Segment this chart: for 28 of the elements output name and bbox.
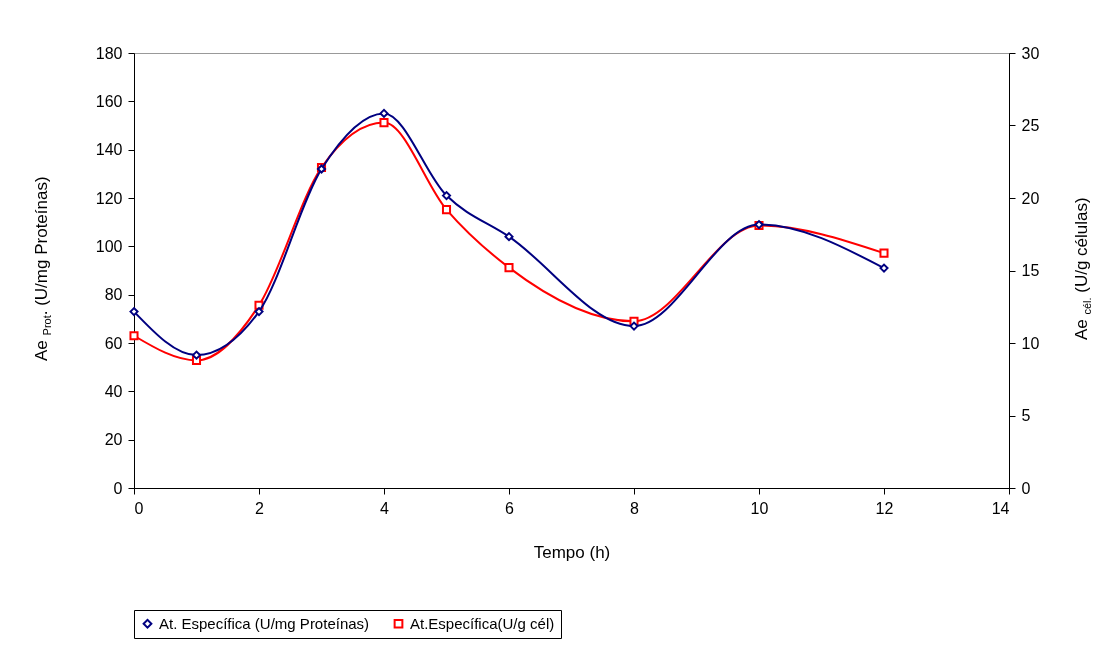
y-tick-label: 100 bbox=[95, 237, 123, 255]
y-tick-label: 20 bbox=[104, 431, 123, 449]
x-tick-label: 14 bbox=[991, 499, 1010, 517]
y2-tick-label: 5 bbox=[1021, 407, 1031, 424]
y2-tick-label: 0 bbox=[1021, 479, 1031, 497]
y2-tick-label: 20 bbox=[1021, 189, 1040, 207]
x-tick-label: 0 bbox=[134, 499, 144, 517]
x-tick-label: 6 bbox=[505, 499, 515, 517]
legend-label: At. Específica (U/mg Proteínas) bbox=[159, 614, 370, 632]
x-tick-label: 4 bbox=[380, 499, 390, 517]
y-tick-label: 40 bbox=[104, 382, 123, 400]
y2-tick-label: 15 bbox=[1021, 262, 1040, 279]
y2-tick-label: 10 bbox=[1021, 334, 1040, 352]
y-tick-label: 80 bbox=[104, 286, 123, 304]
y-tick-label: 0 bbox=[113, 479, 123, 497]
y-tick-label: 160 bbox=[95, 92, 123, 110]
x-tick-label: 8 bbox=[630, 499, 640, 517]
y2-tick-label: 30 bbox=[1021, 44, 1040, 62]
y2-tick-label: 25 bbox=[1021, 117, 1040, 134]
x-tick-label: 12 bbox=[875, 499, 894, 517]
y-tick-label: 60 bbox=[104, 334, 123, 352]
legend-label: At.Específica(U/g cél) bbox=[410, 614, 555, 632]
y-tick-label: 180 bbox=[95, 44, 123, 62]
y-tick-label: 120 bbox=[95, 189, 123, 207]
y-tick-label: 140 bbox=[95, 141, 123, 159]
x-axis-title: Tempo (h) bbox=[533, 542, 611, 562]
x-tick-label: 2 bbox=[255, 499, 265, 517]
x-tick-label: 10 bbox=[750, 499, 769, 517]
